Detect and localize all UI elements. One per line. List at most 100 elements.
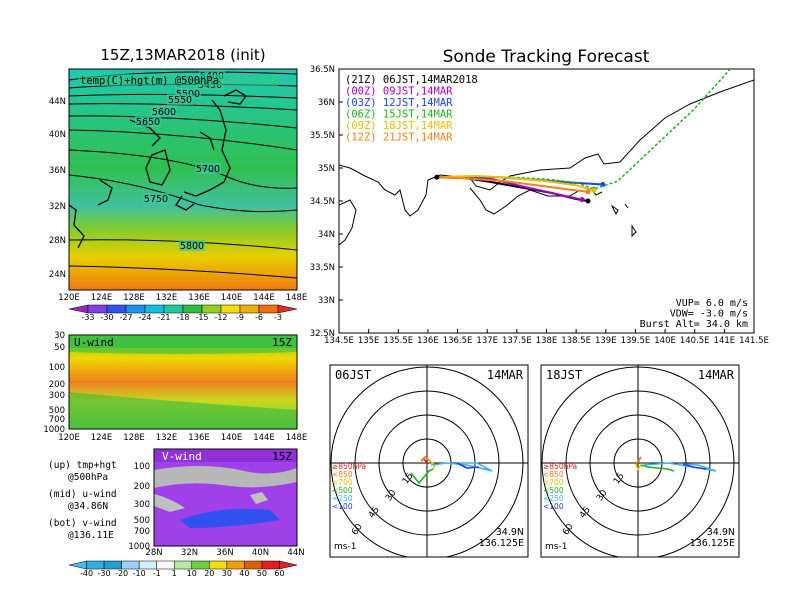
track-lat-label: 35.5N xyxy=(310,131,335,141)
colorbar-swatch xyxy=(201,304,222,314)
pressure-level-label: <250 xyxy=(332,494,353,503)
hodograph-time: 06JST xyxy=(335,368,371,382)
wind-colorbar-swatch xyxy=(261,560,280,570)
u-pressure-label: 300 xyxy=(49,391,65,401)
colorbar-swatch xyxy=(87,304,108,314)
v-wind-time: 15Z xyxy=(272,450,292,463)
parameter-line: VDW= -3.0 m/s xyxy=(670,309,748,320)
note-subline: @500hPa xyxy=(68,472,108,483)
left-title: 15Z,13MAR2018 (init) xyxy=(100,46,265,64)
colorbar-label: -33 xyxy=(81,313,94,322)
colorbar-swatch xyxy=(239,304,260,314)
legend-entry: (06Z) 15JST,14MAR xyxy=(345,109,453,121)
wind-colorbar: -40 -30 -20 -10 -1 1 10 20 30 40 50 60 xyxy=(68,560,298,578)
colorbar-label: -15 xyxy=(195,313,208,322)
track-lat-labels: 36.5N 36N 35.5N 35N 34.5N 34N 33.5N 33N 32.5N xyxy=(310,65,343,339)
u-pressure-label: 100 xyxy=(49,363,65,373)
track-endpoint xyxy=(579,197,585,203)
v-pressure-label: 700 xyxy=(134,527,150,537)
hodograph-lat: 34.9N xyxy=(707,527,735,538)
contour-label: 5700 xyxy=(196,164,220,175)
colorbar-label: -6 xyxy=(255,313,263,322)
track-lat-label: 35N xyxy=(318,164,335,174)
pressure-level-label: <500 xyxy=(332,486,353,495)
colorbar-swatch xyxy=(277,304,298,314)
contour-label: 5600 xyxy=(152,107,176,118)
wind-colorbar-label: 40 xyxy=(239,569,249,578)
v-pressure-label: 200 xyxy=(134,482,150,492)
wind-colorbar-swatch xyxy=(156,560,175,570)
sonde-tracks xyxy=(434,69,732,204)
map-lon-label: 144E xyxy=(253,293,275,303)
wind-colorbar-swatch xyxy=(191,560,210,570)
track-line xyxy=(436,176,589,193)
v-wind-title: V-wind xyxy=(162,450,202,463)
wind-colorbar-label: 10 xyxy=(187,569,197,578)
parameter-line: Burst Alt= 34.0 km xyxy=(640,319,748,330)
v-pressure-label: 1000 xyxy=(128,542,150,552)
u-wind-title: U-wind xyxy=(74,336,114,349)
wind-colorbar-label: -10 xyxy=(133,569,146,578)
map-lat-label: 44N xyxy=(49,97,66,107)
wind-colorbar-swatch xyxy=(209,560,228,570)
map-lat-labels: 44N 40N 36N 32N 28N 24N xyxy=(49,97,66,280)
wind-colorbar-swatch xyxy=(121,560,140,570)
pressure-level-label: <700 xyxy=(543,478,564,487)
colorbar-label: -24 xyxy=(138,313,151,322)
map-lat-label: 24N xyxy=(49,270,66,280)
track-legend: (21Z) 06JST,14MAR2018(00Z) 09JST,14MAR(0… xyxy=(345,74,478,144)
wind-colorbar-swatch xyxy=(86,560,105,570)
wind-colorbar-label: -30 xyxy=(98,569,111,578)
v-pressure-label: 100 xyxy=(134,462,150,472)
wind-colorbar-swatch xyxy=(103,560,122,570)
hodograph-date: 14MAR xyxy=(487,368,524,382)
hodograph-frame xyxy=(540,364,740,558)
note-line: (mid) u-wind xyxy=(48,489,117,500)
track-lat-label: 32.5N xyxy=(310,329,335,339)
u-pressure-label: 700 xyxy=(49,415,65,425)
wind-colorbar-swatch xyxy=(244,560,263,570)
colorbar-swatch xyxy=(125,304,146,314)
hodograph-trace xyxy=(635,456,642,466)
colorbar-label: -21 xyxy=(157,313,170,322)
pressure-level-label: ≥850hPa xyxy=(332,462,366,471)
wind-colorbar-swatch xyxy=(226,560,245,570)
track-coastlines xyxy=(339,79,754,246)
v-lat-label: 40N xyxy=(252,548,269,558)
track-lon-label: 139.5E xyxy=(621,336,651,346)
u-wind-lon-labels: 120E 124E 128E 132E 136E 140E 144E 148E xyxy=(58,433,307,443)
wind-colorbar-swatch xyxy=(279,560,298,570)
hodograph-date: 14MAR xyxy=(698,368,735,382)
u-wind-time: 15Z xyxy=(272,336,292,349)
pressure-level-label: <850 xyxy=(543,470,564,479)
map-lon-label: 120E xyxy=(58,293,80,303)
v-lat-label: 36N xyxy=(216,548,233,558)
map-variable-label: temp(C)+hgt(m) @500hPa xyxy=(80,75,219,87)
pressure-level-label: ≥850hPa xyxy=(543,462,577,471)
pressure-level-label: <700 xyxy=(332,478,353,487)
map-lat-label: 40N xyxy=(49,130,66,140)
wind-unit: ms-1 xyxy=(545,542,567,552)
v-pressure-label: 500 xyxy=(134,516,150,526)
hodograph-time: 18JST xyxy=(546,368,582,382)
hodograph-trace xyxy=(410,468,434,485)
u-pressure-label: 500 xyxy=(49,406,65,416)
colorbar-swatch xyxy=(182,304,203,314)
pressure-level-label: <100 xyxy=(543,502,564,511)
map-lat-label: 28N xyxy=(49,236,66,246)
wind-colorbar-label: 1 xyxy=(172,569,177,578)
track-lat-label: 33N xyxy=(318,296,335,306)
track-lon-label: 136.5E xyxy=(443,336,473,346)
map-lon-labels: 120E 124E 128E 132E 136E 140E 144E 148E xyxy=(58,293,307,303)
u-lon-label: 128E xyxy=(123,433,145,443)
track-lat-label: 36.5N xyxy=(310,65,335,75)
track-endpoint xyxy=(585,189,591,195)
map-lon-label: 136E xyxy=(188,293,210,303)
track-lat-label: 34N xyxy=(318,230,335,240)
u-pressure-label: 1000 xyxy=(43,425,65,435)
hodograph-trace xyxy=(456,462,480,469)
